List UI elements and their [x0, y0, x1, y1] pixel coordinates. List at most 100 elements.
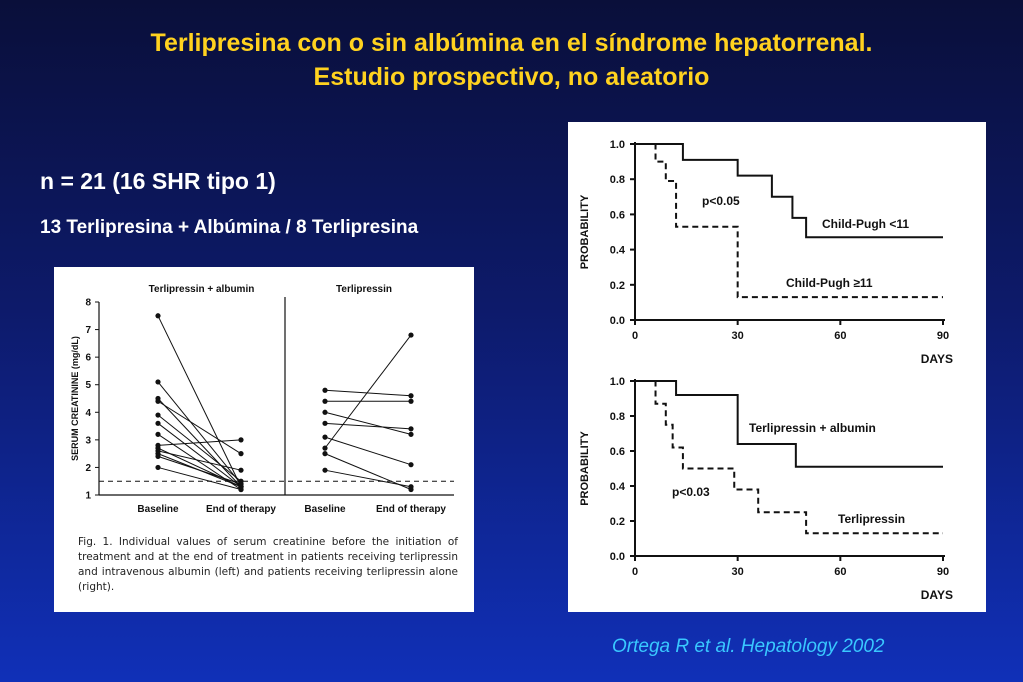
x-tick-label: 0	[632, 566, 638, 578]
citation: Ortega R et al. Hepatology 2002	[612, 636, 885, 657]
x-tick-label: 60	[834, 566, 846, 578]
survival-curve	[635, 380, 943, 468]
x-tick-label: 60	[834, 330, 846, 342]
y-axis-label: PROBABILITY	[579, 431, 591, 506]
x-axis-label: DAYS	[921, 352, 953, 366]
baseline-point	[322, 445, 328, 451]
baseline-point	[155, 464, 161, 471]
y-tick-label: 0.0	[610, 551, 625, 563]
patient-line	[157, 414, 242, 482]
patient-line	[157, 400, 242, 455]
x-tick-label: 90	[937, 330, 949, 342]
baseline-point	[322, 420, 328, 426]
x-tick-label: 30	[732, 330, 744, 342]
end-point	[408, 393, 414, 399]
y-tick-label: 0.0	[610, 315, 625, 327]
y-tick-label: 0.2	[610, 516, 625, 528]
series-label: Child-Pugh <11	[822, 217, 909, 231]
baseline-point	[155, 398, 161, 404]
creatinine-chart: 1 2 3 4 5 6 7 8 SERUM CREATININE (mg/dL) Terlipre…	[70, 284, 454, 515]
y-tick-label: 0.4	[610, 245, 626, 257]
baseline-point	[322, 398, 328, 404]
y-tick-label: 0.6	[610, 446, 625, 458]
figure-caption: Fig. 1. Individual values of serum creat…	[78, 536, 458, 593]
patient-line	[157, 315, 242, 487]
y-tick-label: 7	[85, 325, 91, 336]
baseline-point	[155, 379, 161, 385]
y-tick-label: 1	[85, 491, 91, 502]
series-label: Child-Pugh ≥11	[786, 276, 873, 290]
patient-line	[157, 466, 242, 490]
y-tick-label: 3	[85, 435, 91, 446]
series-label: Terlipressin	[838, 512, 905, 526]
baseline-point	[155, 420, 161, 426]
y-tick-label: 8	[85, 298, 91, 309]
group-sizes: 13 Terlipresina + Albúmina / 8 Terlipres…	[40, 217, 419, 238]
baseline-point	[155, 431, 161, 437]
x-category-label: Baseline	[137, 504, 179, 515]
survival-curve	[635, 143, 943, 299]
baseline-point	[322, 409, 328, 415]
panel-title: Terlipressin + albumin	[149, 284, 255, 295]
end-point	[238, 481, 244, 487]
patient-line	[157, 439, 242, 446]
y-tick-label: 0.8	[610, 411, 625, 423]
y-axis-label: PROBABILITY	[579, 194, 591, 269]
baseline-point	[155, 453, 161, 459]
slide-title-line1: Terlipresina con o sin albúmina en el sí…	[150, 29, 873, 57]
y-tick-label: 4	[85, 408, 91, 419]
baseline-point	[322, 387, 328, 393]
x-tick-label: 0	[632, 330, 638, 342]
end-point	[408, 398, 414, 404]
end-point	[408, 431, 414, 437]
y-tick-label: 6	[85, 353, 91, 364]
y-tick-label: 0.8	[610, 174, 625, 186]
y-tick-label: 5	[85, 380, 91, 391]
patient-line	[324, 436, 412, 466]
creatinine-figure: 1 2 3 4 5 6 7 8 SERUM CREATININE (mg/dL) Terlipre…	[54, 267, 474, 612]
x-tick-label: 90	[937, 566, 949, 578]
patient-line	[324, 411, 412, 435]
baseline-point	[155, 412, 161, 418]
survival-figure: 0.0 0.2 0.4 0.6 0.8 1.0 0 30 60 90 DAYS PROBABILITY…	[568, 122, 986, 612]
end-point	[238, 451, 244, 457]
survival-curve	[635, 380, 943, 535]
x-category-label: Baseline	[304, 504, 346, 515]
baseline-point	[322, 451, 328, 457]
x-category-label: End of therapy	[206, 504, 276, 515]
patient-line	[157, 455, 242, 485]
patient-line	[157, 450, 242, 471]
survival-curve	[635, 143, 943, 239]
y-tick-label: 0.2	[610, 280, 625, 292]
y-axis-label: SERUM CREATININE (mg/dL)	[70, 336, 80, 461]
patient-line	[324, 334, 412, 449]
patient-line	[324, 469, 412, 488]
sample-size: n = 21 (16 SHR tipo 1)	[40, 168, 276, 194]
end-point	[408, 462, 414, 468]
panel-title: Terlipressin	[336, 284, 392, 295]
p-value: p<0.03	[672, 485, 710, 499]
y-tick-label: 1.0	[610, 139, 625, 151]
x-category-label: End of therapy	[376, 504, 446, 515]
survival-charts: 0.0 0.2 0.4 0.6 0.8 1.0 0 30 60 90 DAYS PROBABILITY…	[579, 139, 953, 602]
end-point	[238, 486, 244, 493]
x-tick-label: 30	[732, 566, 744, 578]
end-point	[238, 437, 244, 443]
baseline-point	[155, 313, 161, 319]
patient-line	[157, 422, 242, 488]
patient-line	[324, 422, 412, 430]
series-label: Terlipressin + albumin	[749, 421, 876, 435]
p-value: p<0.05	[702, 194, 740, 208]
baseline-point	[322, 434, 328, 440]
baseline-point	[322, 467, 328, 473]
patient-line	[324, 389, 412, 397]
x-axis-label: DAYS	[921, 588, 953, 602]
y-tick-label: 2	[85, 463, 91, 474]
slide-title-line2: Estudio prospectivo, no aleatorio	[313, 63, 710, 91]
y-tick-label: 0.4	[610, 481, 626, 493]
end-point	[408, 332, 414, 338]
y-tick-label: 0.6	[610, 209, 625, 221]
y-tick-label: 1.0	[610, 376, 625, 388]
end-point	[238, 467, 244, 473]
slide-title: Terlipresina con o sin albúmina en el sí…	[0, 26, 1023, 94]
